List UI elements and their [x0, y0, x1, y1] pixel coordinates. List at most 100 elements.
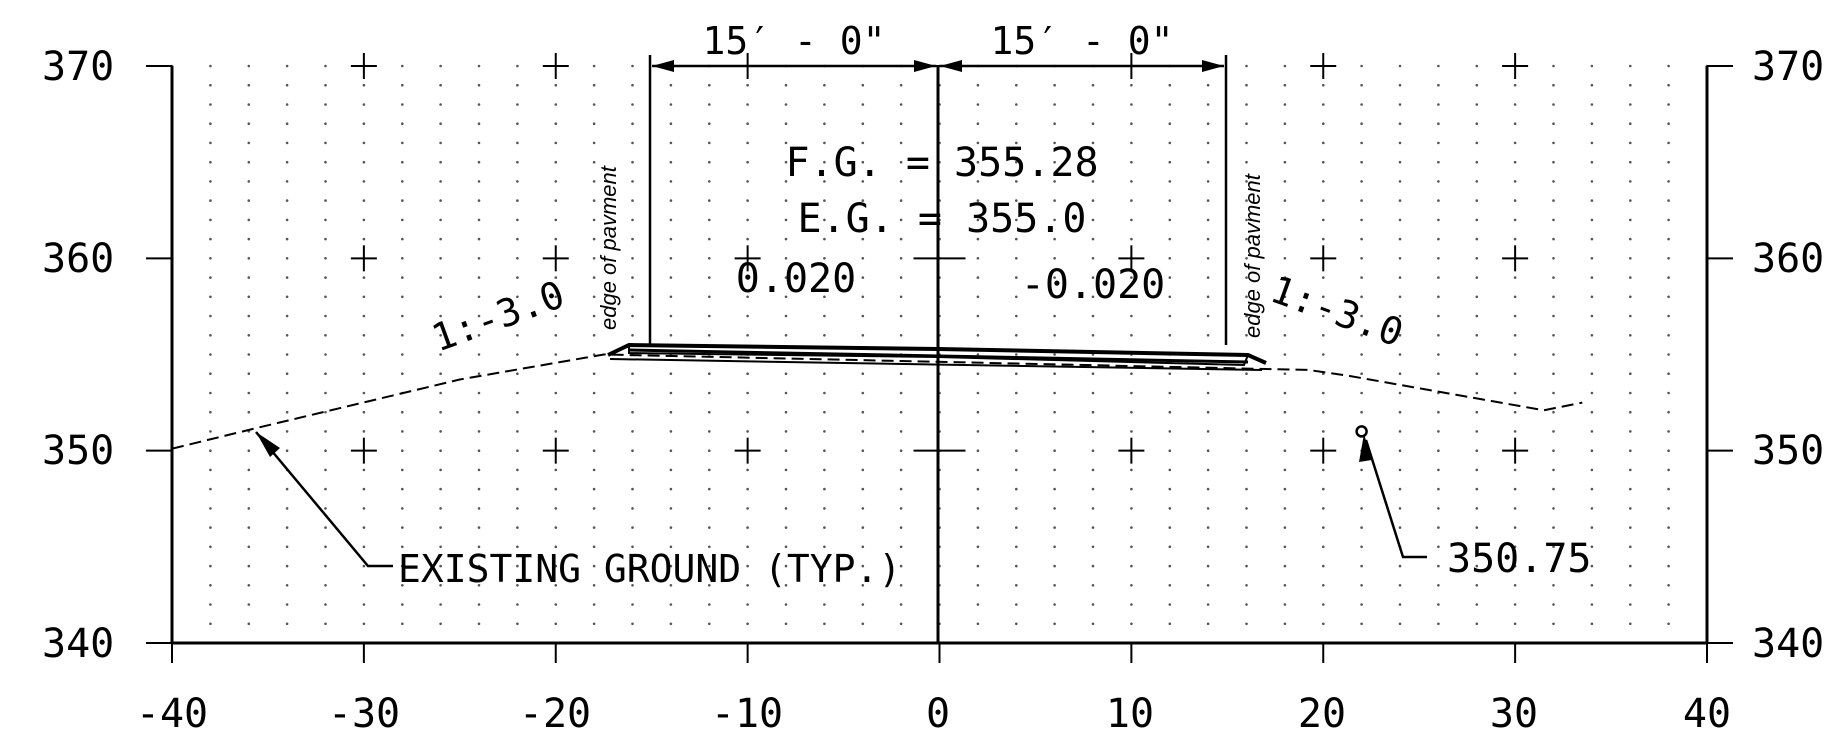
grid-dot	[976, 622, 980, 626]
grid-dot	[285, 180, 289, 183]
grid-dot	[746, 468, 749, 472]
grid-dot	[976, 449, 980, 453]
grid-dot	[1091, 545, 1095, 549]
grid-dot	[1322, 391, 1325, 395]
grid-dot	[976, 334, 980, 337]
grid-dot	[1245, 237, 1248, 241]
y-tick-label: 370	[42, 44, 114, 90]
grid-dot	[592, 584, 596, 587]
grid-dot	[1629, 622, 1632, 626]
grid-dot	[1015, 564, 1018, 568]
grid-dot	[439, 468, 442, 472]
x-tick-label: 20	[1298, 691, 1346, 734]
grid-dot	[1283, 103, 1287, 106]
grid-dot	[1015, 295, 1018, 299]
grid-dot	[592, 257, 596, 260]
grid-dot	[1475, 487, 1479, 491]
grid-dot	[1667, 410, 1670, 414]
grid-dot	[1168, 276, 1172, 279]
grid-dot	[401, 526, 404, 529]
grid-dot	[1168, 160, 1172, 164]
grid-dot	[324, 141, 327, 145]
grid-dot	[285, 526, 289, 529]
grid-dot	[1398, 122, 1402, 125]
grid-dot	[1053, 622, 1056, 626]
grid-dot	[554, 353, 558, 356]
grid-dot	[1513, 103, 1517, 106]
grid-dot	[592, 603, 596, 606]
grid-dot	[477, 372, 481, 376]
grid-dot	[631, 141, 634, 145]
grid-dot	[1667, 122, 1670, 125]
grid-dot	[1475, 622, 1479, 626]
grid-dot	[1053, 545, 1056, 549]
grid-dot	[1168, 545, 1172, 549]
grid-dot	[1552, 180, 1555, 183]
grid-dot	[1475, 276, 1479, 279]
grid-dot	[1206, 410, 1210, 414]
grid-dot	[1283, 584, 1287, 587]
grid-dot	[708, 468, 711, 472]
grid-dot	[439, 487, 442, 491]
grid-dot	[209, 526, 212, 529]
grid-dot	[1283, 564, 1287, 568]
grid-dot	[1667, 276, 1670, 279]
grid-dot	[1667, 353, 1670, 356]
dimension-lines	[648, 55, 1228, 345]
y-tick-label: 350	[42, 428, 114, 474]
grid-dot	[784, 603, 788, 606]
grid-dot	[554, 237, 558, 241]
grid-dot	[1283, 526, 1287, 529]
grid-dot	[477, 622, 481, 626]
grid-dot	[823, 122, 826, 125]
grid-dot	[1245, 564, 1248, 568]
grid-dot	[1552, 584, 1555, 587]
grid-dot	[554, 218, 558, 222]
grid-dot	[1206, 295, 1210, 299]
grid-dot	[861, 314, 865, 318]
grid-dot	[1360, 584, 1363, 587]
grid-dot	[554, 83, 558, 87]
grid-dot	[976, 314, 980, 318]
grid-dot	[362, 391, 366, 395]
grid-dot	[1667, 526, 1670, 529]
grid-dot	[247, 622, 251, 626]
grid-dot	[1053, 218, 1056, 222]
grid-dot	[1283, 622, 1287, 626]
grid-dot	[1667, 545, 1670, 549]
grid-dot	[1590, 199, 1594, 202]
grid-dot	[1245, 199, 1248, 202]
grid-dot	[1475, 430, 1479, 433]
grid-dot	[401, 218, 404, 222]
point-elevation-label: 350.75	[1447, 536, 1592, 582]
grid-dot	[439, 199, 442, 202]
grid-dot	[285, 314, 289, 318]
grid-dot	[823, 430, 826, 433]
grid-dot	[401, 353, 404, 356]
grid-dot	[1360, 487, 1363, 491]
existing-ground-leader	[255, 431, 393, 568]
x-tick-label: -30	[328, 691, 400, 734]
grid-dot	[362, 372, 366, 376]
grid-dot	[631, 564, 634, 568]
grid-dot	[1168, 141, 1172, 145]
grid-dot	[823, 584, 826, 587]
grid-dot	[324, 122, 327, 125]
grid-dot	[1053, 372, 1056, 376]
grid-dot	[285, 584, 289, 587]
grid-dot	[516, 295, 519, 299]
grid-dot	[1322, 410, 1325, 414]
grid-dot	[1130, 507, 1133, 510]
grid-dot	[362, 160, 366, 164]
point-marker	[1355, 425, 1368, 438]
grid-dot	[631, 83, 634, 87]
grid-dot	[439, 218, 442, 222]
grid-dot	[247, 314, 251, 318]
grid-dot	[861, 468, 865, 472]
grid-dot	[1667, 372, 1670, 376]
grid-dot	[1091, 603, 1095, 606]
grid-dot	[1206, 334, 1210, 337]
grid-dot	[669, 603, 673, 606]
grid-dot	[592, 314, 596, 318]
